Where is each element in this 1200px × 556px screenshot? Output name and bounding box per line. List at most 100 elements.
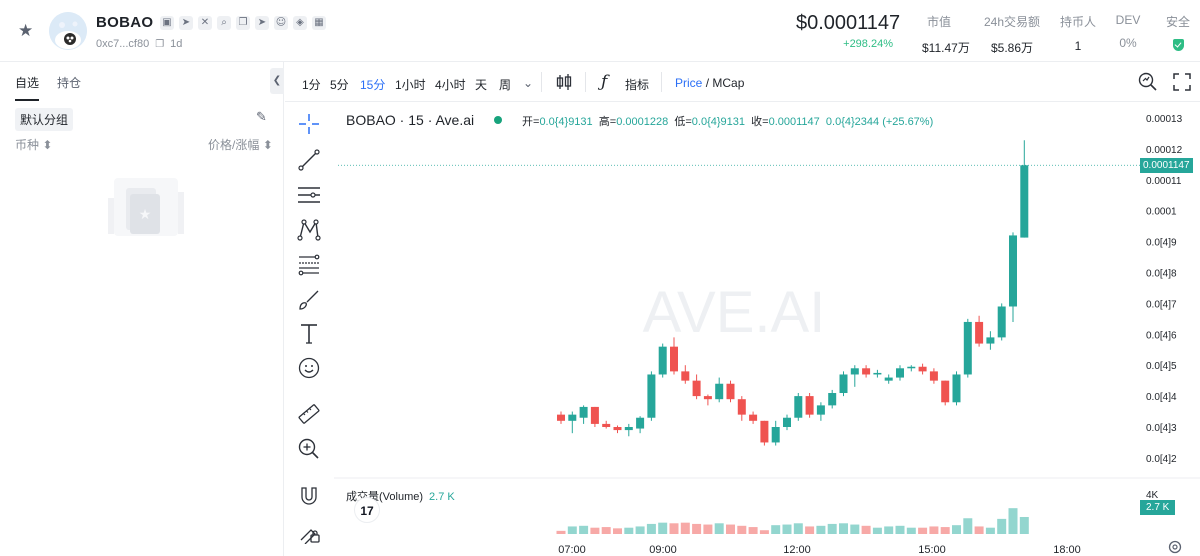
volume-bar [646, 523, 656, 534]
stat-label: 市值 [926, 15, 951, 29]
x-twitter-icon[interactable]: ✕ [198, 16, 212, 30]
timeframe-5m[interactable]: 5分 [330, 78, 349, 92]
token-logo [49, 12, 87, 50]
candle-body [658, 346, 667, 375]
trend-line-icon[interactable] [297, 148, 321, 172]
copy-icon[interactable]: ❐ [236, 16, 250, 30]
x-axis-tick-label: 09:00 [649, 544, 677, 556]
search-icon[interactable]: ⌕ [217, 16, 231, 30]
volume-bar [635, 526, 645, 534]
candle-body [703, 396, 712, 400]
brush-icon[interactable] [297, 288, 321, 312]
tradingview-logo-icon[interactable]: 17 [354, 497, 380, 523]
cube-icon[interactable]: ◈ [293, 16, 307, 30]
zoom-in-icon[interactable] [297, 437, 321, 461]
volume-bar [805, 526, 815, 534]
candle-body [579, 406, 588, 418]
candle-body [873, 372, 882, 375]
candle-body [636, 417, 645, 429]
timeframe-1h[interactable]: 1小时 [395, 78, 426, 92]
volume-bar [793, 523, 803, 534]
chart-settings-gear-icon[interactable] [1168, 540, 1182, 554]
timeframe-dropdown-chevron-icon[interactable]: ⌄ [523, 76, 534, 90]
column-header-token[interactable]: 币种 ⬍ [15, 136, 52, 153]
stat-label: DEV [1115, 13, 1141, 27]
y-axis-tick-label: 0.0[4]9 [1146, 238, 1177, 249]
ruler-icon[interactable] [297, 402, 321, 426]
ohlc-close: 0.0001147 [768, 116, 820, 128]
stat-value [1158, 39, 1198, 54]
user-icon[interactable]: ☺ [274, 16, 288, 30]
live-status-dot [494, 116, 503, 124]
volume-bar [850, 524, 860, 534]
pattern-tool-icon[interactable] [297, 218, 321, 242]
column-header-price[interactable]: 价格/涨幅 ⬍ [208, 136, 273, 153]
token-links: ▣ ➤ ✕ ⌕ ❐ ➤ ☺ ◈ ▦ [160, 16, 326, 30]
group-chip[interactable]: 默认分组 [15, 108, 74, 131]
timeframe-1d[interactable]: 天 [475, 78, 488, 92]
volume-bar [601, 527, 611, 534]
emoji-icon[interactable] [297, 356, 321, 380]
candle-body [737, 399, 746, 415]
favorite-star-icon[interactable]: ★ [18, 21, 34, 40]
ohlc-values: 开=0.0{4}9131 高=0.0001228 低=0.0{4}9131 收=… [522, 113, 933, 129]
volume-bar [556, 530, 566, 534]
x-axis-tick-label: 18:00 [1053, 544, 1081, 556]
column-header-label: 币种 [15, 138, 40, 152]
contract-icon[interactable]: ▣ [160, 16, 174, 30]
volume-bar [714, 523, 724, 534]
text-tool-icon[interactable] [297, 322, 321, 346]
grid-icon[interactable]: ▦ [312, 16, 326, 30]
telegram-share-icon[interactable]: ➤ [255, 16, 269, 30]
candle-body [918, 366, 927, 372]
volume-bar [918, 527, 928, 534]
toolbar-divider [541, 72, 542, 92]
mcap-option[interactable]: MCap [712, 76, 745, 90]
fibonacci-icon[interactable] [297, 253, 321, 277]
horizontal-lines-icon[interactable] [297, 183, 321, 207]
price-option[interactable]: Price [675, 76, 703, 90]
svg-text:17: 17 [360, 504, 374, 518]
stat-value: 1 [1074, 39, 1082, 53]
y-axis-tick-label: 0.00012 [1146, 145, 1183, 156]
copy-address-icon[interactable]: ❐ [155, 38, 165, 50]
token-address[interactable]: 0xc7...cf80 [96, 38, 150, 50]
candle-body [613, 427, 622, 431]
price-mcap-toggle[interactable]: Price / MCap [675, 76, 744, 90]
timeframe-4h[interactable]: 4小时 [435, 78, 466, 92]
ohlc-high: 0.0001228 [616, 116, 669, 128]
sort-icon: ⬍ [42, 138, 53, 152]
fullscreen-icon[interactable] [1173, 73, 1191, 91]
y-axis-tick-label: 0.0[4]7 [1146, 299, 1177, 310]
ohlc-low: 0.0{4}9131 [691, 116, 746, 128]
function-fx-icon[interactable]: ƒ [601, 72, 608, 92]
toggle-separator: / [705, 76, 710, 90]
lock-drawing-icon[interactable] [297, 520, 321, 544]
telegram-icon[interactable]: ➤ [179, 16, 193, 30]
timeframe-1w[interactable]: 周 [499, 78, 512, 92]
current-volume-badge: 2.7 K [1140, 500, 1176, 515]
collapse-sidebar-chevron-icon[interactable]: ❮ [270, 68, 284, 94]
candlestick-type-icon[interactable] [555, 73, 573, 91]
crosshair-icon[interactable] [297, 112, 321, 136]
candle-body [828, 393, 837, 406]
tab-holdings[interactable]: 持仓 [57, 76, 82, 90]
magnet-icon[interactable] [297, 484, 321, 508]
candle-body [862, 368, 871, 375]
timeframe-1m[interactable]: 1分 [302, 78, 321, 92]
timeframe-15m[interactable]: 15分 [360, 78, 386, 92]
volume-axis-tick-label: 4K [1146, 490, 1159, 501]
edit-pencil-icon[interactable]: ✎ [256, 109, 267, 124]
candlestick-chart-svg[interactable]: AVE.AI 0.00013 0.00012 0.00011 0.0001 0.0[4]… [334, 102, 1200, 556]
tab-favorites[interactable]: 自选 [15, 74, 40, 101]
y-axis-tick-label: 0.0001 [1146, 207, 1177, 218]
indicators-button[interactable]: 指标 [625, 78, 650, 92]
stat-security[interactable]: 安全 [1158, 13, 1198, 54]
stat-value: $5.86万 [990, 41, 1034, 55]
token-age: 1d [170, 38, 183, 50]
ohlc-open: 0.0{4}9131 [539, 116, 593, 128]
volume-bar [839, 523, 848, 534]
zoom-search-icon[interactable] [1137, 71, 1159, 93]
stat-24h-volume: 24h交易额 $5.86万 [980, 13, 1044, 56]
price-chart[interactable]: AVE.AI 0.00013 0.00012 0.00011 0.0001 0.0[4]… [334, 102, 1200, 556]
